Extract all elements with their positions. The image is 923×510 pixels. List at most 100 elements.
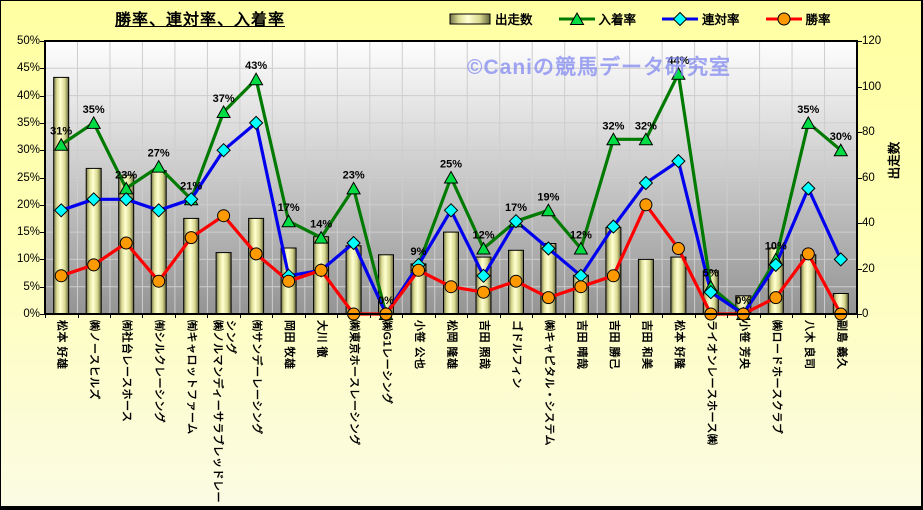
left-axis-tick-label: 35% (16, 116, 40, 129)
circle-marker (119, 236, 133, 250)
right-axis-tick (857, 177, 862, 179)
left-axis-tick (40, 150, 45, 152)
right-axis-tick (857, 86, 862, 88)
x-axis-category-label: ライオンレースホース㈱ (705, 320, 718, 446)
x-axis-tick (272, 314, 274, 318)
right-axis-tick-label: 20 (862, 262, 875, 275)
triangle-marker (86, 115, 102, 129)
right-axis-tick (857, 41, 862, 42)
x-axis-category-label: ㈲社台レースホース (120, 320, 133, 423)
data-label: 31% (50, 126, 72, 138)
triangle-marker (541, 203, 556, 217)
x-axis-category-label: ㈱ロードホースクラブ (770, 320, 783, 435)
data-label: 25% (440, 159, 462, 171)
x-axis-category-label: 岡田 牧雄 (283, 320, 296, 370)
left-axis-tick-label: 30% (16, 144, 40, 157)
legend-diamond-icon (662, 11, 699, 26)
left-axis-tick-label: 0% (23, 308, 40, 320)
data-label: 35% (83, 104, 105, 116)
left-axis-tick (40, 286, 45, 288)
x-axis-category-label: 八木 良司 (802, 320, 815, 370)
x-axis-category-label: 松本 好隆 (672, 320, 685, 370)
x-axis-tick (727, 314, 729, 318)
left-axis-tick-label: 10% (16, 253, 40, 266)
diamond-marker (768, 257, 784, 273)
legend-circle-icon (765, 12, 802, 25)
circle-marker (477, 285, 490, 299)
left-axis-tick (40, 41, 45, 42)
diamond-marker (671, 153, 686, 169)
circle-marker (509, 274, 523, 288)
diamond-marker (346, 235, 361, 251)
circle-marker (671, 242, 685, 255)
circle-marker (541, 291, 555, 305)
legend-label: 連対率 (702, 13, 740, 27)
diamond-marker (216, 142, 231, 158)
bar (85, 167, 102, 315)
data-label: 12% (570, 230, 592, 242)
bar (215, 252, 232, 315)
x-axis-tick (174, 314, 176, 318)
x-axis-tick (239, 314, 241, 318)
left-axis-tick-label: 25% (16, 171, 40, 184)
circle-marker (87, 258, 101, 272)
x-axis-tick (434, 314, 436, 318)
x-axis-tick (499, 314, 501, 318)
diamond-marker (443, 203, 459, 218)
x-axis-category-label: 小笹 公也 (413, 320, 425, 370)
x-axis-category-label: 松岡 隆雄 (445, 320, 458, 370)
diamond-marker (833, 252, 849, 267)
right-axis-tick (857, 132, 862, 133)
x-axis-tick (759, 314, 761, 318)
circle-marker (314, 263, 328, 277)
x-axis-tick (337, 314, 339, 318)
right-axis-tick-label: 0 (862, 308, 869, 320)
data-label: 23% (343, 169, 365, 181)
diamond-marker (53, 203, 69, 218)
legend-triangle-icon (558, 11, 595, 25)
right-axis-tick-label: 60 (862, 171, 875, 184)
x-axis-category-label: 松本 好雄 (55, 320, 68, 370)
left-axis-tick-label: 45% (16, 62, 40, 75)
data-label: 0% (735, 295, 751, 307)
plot-svg: 31% 35% 23% 27% 21% 37% 43% 17% 14% 23% 0% 9% 25% 12%… (44, 40, 858, 322)
circle-marker (184, 231, 198, 245)
legend-item: 出走数 (449, 9, 533, 28)
circle-marker (152, 274, 166, 288)
legend-label: 出走数 (495, 13, 533, 27)
x-axis-category-label: ㈲シルクレーシング (153, 320, 166, 424)
x-axis-category-label: ㈱キャピタル・システム (542, 320, 555, 447)
x-axis-tick (77, 314, 79, 318)
triangle-marker (346, 181, 361, 195)
circle-marker (282, 274, 296, 288)
data-label: 12% (472, 230, 494, 242)
diamond-marker (508, 213, 524, 229)
data-label: 35% (797, 104, 819, 116)
x-axis-category-label: 吉田 勝己 (607, 320, 620, 370)
data-label: 37% (213, 93, 235, 105)
left-axis-tick-label: 5% (23, 280, 40, 293)
data-label: 27% (148, 148, 170, 160)
diamond-marker (672, 11, 688, 26)
triangle-marker (313, 230, 329, 244)
x-axis-tick (467, 314, 469, 318)
triangle-marker (281, 214, 296, 228)
diamond-marker (183, 192, 199, 207)
triangle-marker (833, 143, 849, 157)
triangle-marker (53, 137, 69, 151)
triangle-marker (606, 132, 621, 146)
data-label: 10% (765, 240, 787, 252)
x-axis-tick (597, 314, 599, 318)
circle-marker (217, 209, 231, 223)
data-label: 32% (602, 120, 624, 132)
diamond-marker (248, 115, 264, 131)
triangle-marker (248, 72, 264, 86)
right-axis-title: 出走数 (887, 141, 902, 180)
x-axis-category-label: ゴドルフィン (510, 320, 523, 389)
bar (443, 231, 459, 315)
legend-item: 勝率 (765, 9, 831, 28)
legend-label: 勝率 (805, 13, 831, 27)
diamond-marker (606, 219, 621, 234)
x-axis-category-label: 大川 徹 (315, 320, 328, 359)
